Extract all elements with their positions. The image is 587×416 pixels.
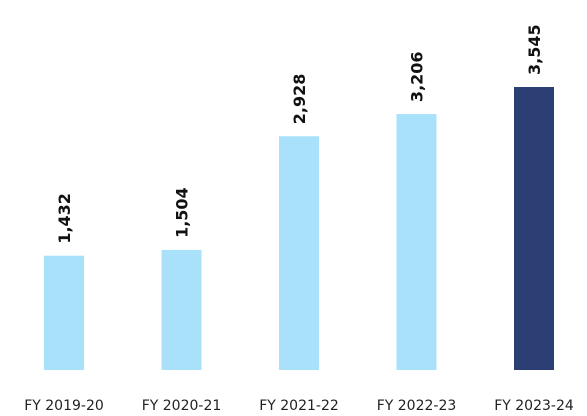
x-tick-label: FY 2020-21 [142,398,222,414]
bar [279,136,319,370]
bar [44,255,84,370]
value-label: 3,545 [525,24,544,75]
value-label: 3,206 [408,51,427,102]
value-label: 1,504 [173,187,192,238]
x-tick-label: FY 2022-23 [377,398,457,414]
value-label: 2,928 [290,74,309,125]
bar [161,249,202,370]
bar [396,114,437,370]
x-tick-label: FY 2023-24 [494,398,574,414]
bar [514,87,554,370]
value-label: 1,432 [55,193,74,244]
x-tick-label: FY 2021-22 [259,398,339,414]
x-tick-label: FY 2019-20 [24,398,104,414]
